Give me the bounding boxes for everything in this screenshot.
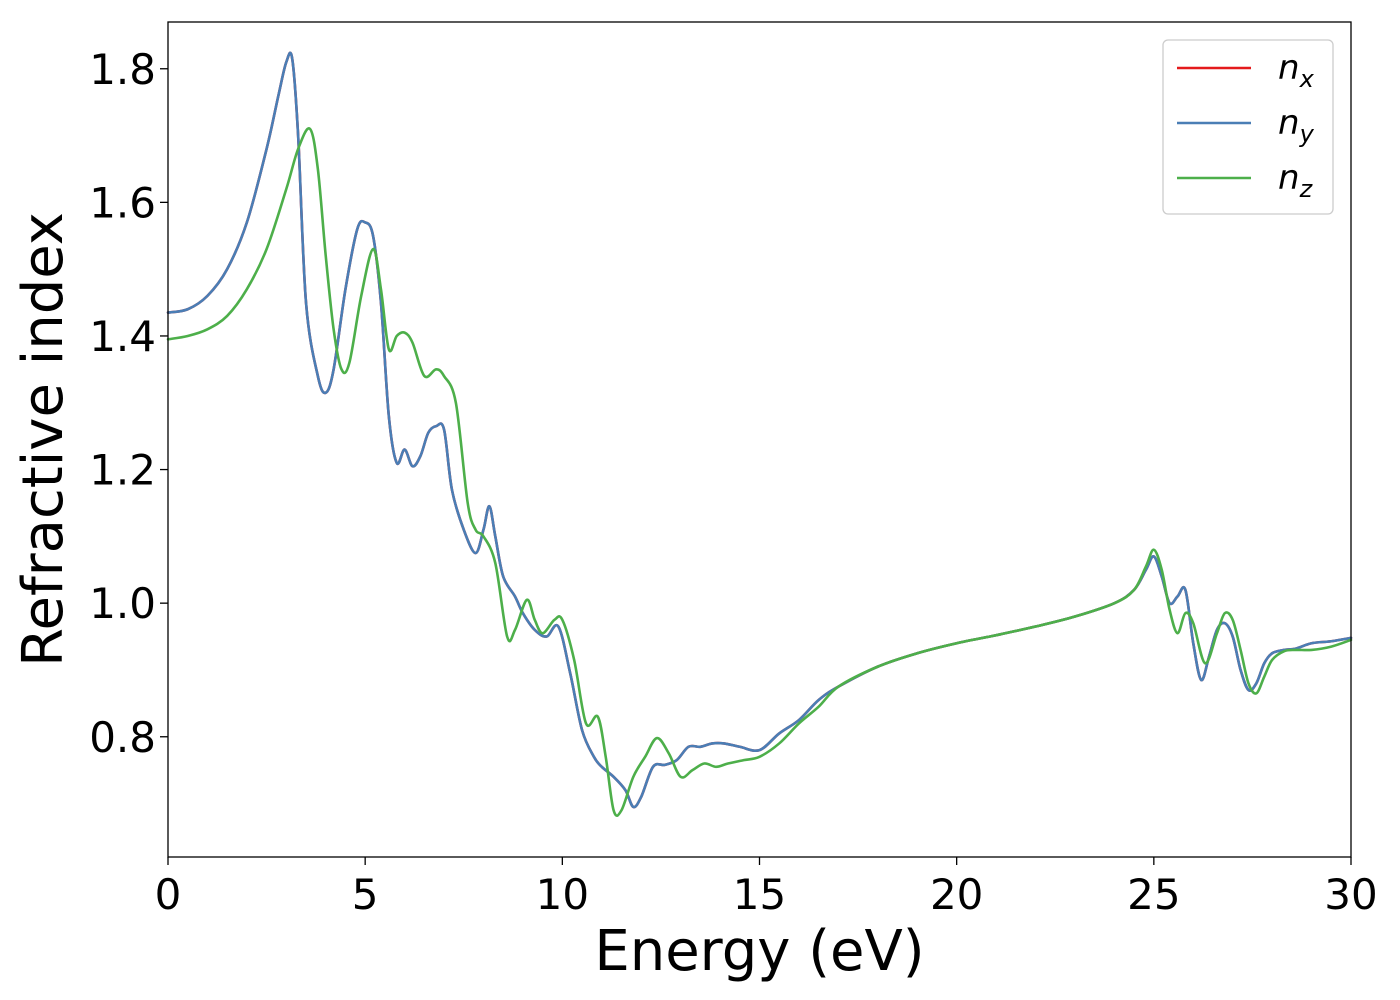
series-layer: [166, 51, 1353, 817]
y-tick-label: 1.4: [89, 312, 156, 361]
x-tick-label: 30: [1324, 870, 1377, 919]
x-tick-label: 20: [930, 870, 983, 919]
y-tick-label: 1.0: [89, 579, 156, 628]
y-tick-label: 1.2: [89, 446, 156, 495]
legend-label-nx: nx: [1278, 48, 1315, 93]
x-axis-title: Energy (eV): [594, 919, 924, 984]
x-tick-label: 10: [536, 870, 589, 919]
legend-label-nz: nz: [1278, 158, 1314, 203]
x-tick-label: 5: [352, 870, 379, 919]
x-tick-label: 25: [1127, 870, 1180, 919]
y-axis-title: Refractive index: [11, 212, 76, 667]
x-tick-label: 15: [733, 870, 786, 919]
y-tick-label: 1.6: [89, 178, 156, 227]
series-line-nz: [166, 127, 1353, 817]
x-tick-label: 0: [155, 870, 182, 919]
legend-frame: [1162, 39, 1334, 215]
series-line-ny: [166, 51, 1353, 809]
x-axis: 0 5 10 15 20 25 30: [155, 857, 1378, 919]
y-axis: 0.8 1.0 1.2 1.4 1.6 1.8: [89, 45, 168, 762]
y-tick-label: 1.8: [89, 45, 156, 94]
y-tick-label: 0.8: [89, 713, 156, 762]
legend-label-ny: ny: [1278, 103, 1315, 148]
legend: nx ny nz: [1162, 39, 1334, 215]
